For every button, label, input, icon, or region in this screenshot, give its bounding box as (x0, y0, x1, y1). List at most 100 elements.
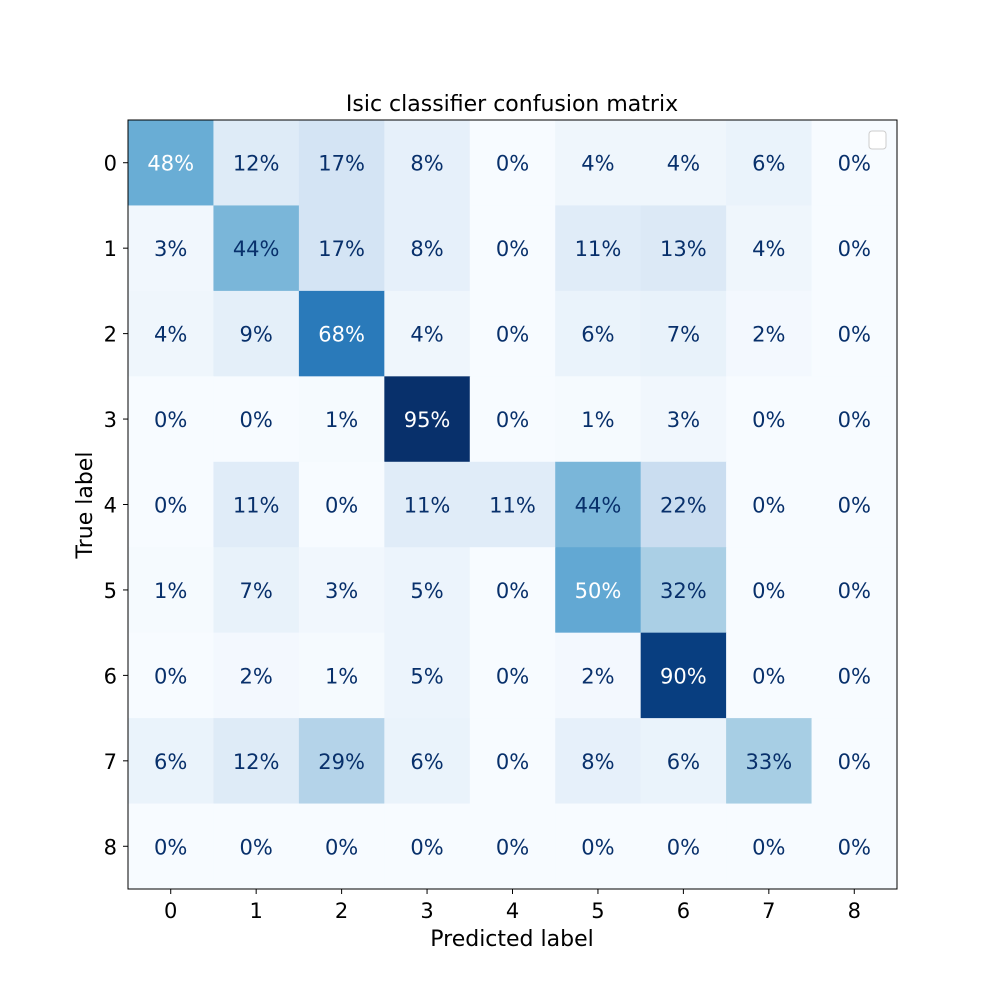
cell-label-6-1: 2% (240, 664, 273, 688)
cell-label-8-6: 0% (667, 835, 700, 859)
x-tick-label-3: 3 (420, 899, 433, 923)
cell-label-2-6: 7% (667, 323, 700, 347)
heatmap-cell-4-4 (469, 461, 556, 548)
x-axis-label: Predicted label (430, 927, 593, 952)
cell-label-0-3: 8% (410, 152, 443, 176)
heatmap-cell-3-3 (384, 376, 471, 463)
heatmap-cell-6-8 (811, 632, 898, 719)
cell-label-0-4: 0% (496, 152, 529, 176)
cell-label-8-1: 0% (240, 835, 273, 859)
heatmap-cell-5-2 (298, 547, 385, 634)
cell-label-5-5: 50% (575, 579, 622, 603)
cell-label-0-5: 4% (581, 152, 614, 176)
heatmap-cell-8-4 (469, 803, 556, 890)
cell-label-3-8: 0% (838, 408, 871, 432)
cell-label-3-7: 0% (752, 408, 785, 432)
x-tick-label-5: 5 (591, 899, 604, 923)
heatmap-cell-7-7 (726, 718, 813, 805)
cell-label-7-0: 6% (154, 750, 187, 774)
y-tick-label-7: 7 (104, 750, 117, 774)
heatmap-cell-8-2 (298, 803, 385, 890)
cell-label-4-3: 11% (404, 494, 451, 518)
heatmap-cell-4-0 (128, 461, 214, 548)
cell-label-6-4: 0% (496, 664, 529, 688)
heatmap-cell-3-0 (128, 376, 214, 463)
cell-label-7-3: 6% (410, 750, 443, 774)
cell-label-7-2: 29% (318, 750, 365, 774)
cell-label-3-4: 0% (496, 408, 529, 432)
x-tick-label-6: 6 (677, 899, 690, 923)
heatmap-cell-2-4 (469, 290, 556, 377)
cell-label-1-1: 44% (233, 237, 280, 261)
heatmap-cell-3-6 (640, 376, 727, 463)
heatmap-cell-6-4 (469, 632, 556, 719)
heatmap-cell-2-2 (298, 290, 385, 377)
cell-label-4-7: 0% (752, 494, 785, 518)
heatmap-cell-2-8 (811, 290, 898, 377)
cell-label-0-6: 4% (667, 152, 700, 176)
x-tick-label-2: 2 (335, 899, 348, 923)
cell-label-7-4: 0% (496, 750, 529, 774)
heatmap-cell-5-4 (469, 547, 556, 634)
cell-label-3-3: 95% (404, 408, 451, 432)
heatmap-cell-7-2 (298, 718, 385, 805)
cell-label-6-7: 0% (752, 664, 785, 688)
chart-title: Isic classifier confusion matrix (346, 92, 678, 117)
heatmap-cell-7-5 (555, 718, 642, 805)
cell-label-2-3: 4% (410, 323, 443, 347)
y-tick-label-3: 3 (104, 408, 117, 432)
cell-label-0-1: 12% (233, 152, 280, 176)
heatmap-cell-6-0 (128, 632, 214, 719)
heatmap-cell-4-2 (298, 461, 385, 548)
cell-label-1-2: 17% (318, 237, 365, 261)
cell-label-8-3: 0% (410, 835, 443, 859)
cell-label-4-0: 0% (154, 494, 187, 518)
heatmap-cell-7-6 (640, 718, 727, 805)
heatmap-cell-4-6 (640, 461, 727, 548)
cell-label-7-6: 6% (667, 750, 700, 774)
y-tick-label-2: 2 (104, 323, 117, 347)
x-tick-label-0: 0 (164, 899, 177, 923)
cell-label-2-8: 0% (838, 323, 871, 347)
cell-label-0-0: 48% (147, 152, 194, 176)
heatmap-cell-0-1 (213, 120, 300, 206)
heatmap-cell-0-5 (555, 120, 642, 206)
heatmap-cell-6-7 (726, 632, 813, 719)
y-axis-label: True label (73, 452, 98, 560)
heatmap-cell-2-5 (555, 290, 642, 377)
heatmap-cell-3-5 (555, 376, 642, 463)
heatmap-cell-8-3 (384, 803, 471, 890)
heatmap-cell-2-6 (640, 290, 727, 377)
cell-label-3-1: 0% (240, 408, 273, 432)
heatmap-cell-1-0 (128, 205, 214, 292)
heatmap-cell-8-7 (726, 803, 813, 890)
heatmap-cells (128, 120, 898, 890)
cell-label-6-8: 0% (838, 664, 871, 688)
y-tick-label-5: 5 (104, 579, 117, 603)
x-tick-label-8: 8 (848, 899, 861, 923)
heatmap-cell-6-1 (213, 632, 300, 719)
heatmap-cell-5-1 (213, 547, 300, 634)
heatmap-cell-5-3 (384, 547, 471, 634)
cell-label-4-2: 0% (325, 494, 358, 518)
cell-label-4-1: 11% (233, 494, 280, 518)
heatmap-cell-5-7 (726, 547, 813, 634)
legend-box (868, 130, 887, 150)
heatmap-cell-8-1 (213, 803, 300, 890)
heatmap-cell-3-7 (726, 376, 813, 463)
heatmap-cell-3-2 (298, 376, 385, 463)
cell-label-8-7: 0% (752, 835, 785, 859)
heatmap-cell-0-4 (469, 120, 556, 206)
heatmap-cell-0-2 (298, 120, 385, 206)
cell-label-1-5: 11% (575, 237, 622, 261)
cell-label-2-0: 4% (154, 323, 187, 347)
heatmap-cell-8-6 (640, 803, 727, 890)
cell-labels: 48% 12% 17% 8% 0% 4% 4% 6% 0% 3% 44% 17% 8% 0% 11% 13% 4… (147, 152, 871, 860)
cell-label-1-8: 0% (838, 237, 871, 261)
heatmap-cell-1-4 (469, 205, 556, 292)
heatmap-cell-2-7 (726, 290, 813, 377)
cell-label-1-0: 3% (154, 237, 187, 261)
cell-label-0-2: 17% (318, 152, 365, 176)
heatmap-cell-0-0 (128, 120, 214, 206)
